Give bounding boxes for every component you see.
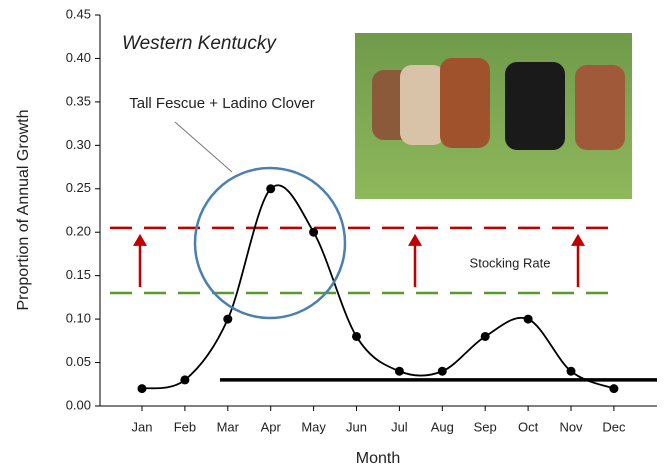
y-tick-label: 0.20 (66, 224, 91, 239)
arrow-head (571, 233, 585, 246)
x-tick-label: Aug (431, 419, 454, 434)
point (137, 384, 147, 394)
y-tick-label: 0.40 (66, 50, 91, 65)
point (266, 184, 276, 194)
y-tick-label: 0.35 (66, 93, 91, 108)
point (309, 227, 319, 237)
y-tick-label: 0.30 (66, 137, 91, 152)
y-tick-label: 0.10 (66, 311, 91, 326)
y-tick-label: 0.25 (66, 180, 91, 195)
line (141, 184, 615, 390)
x-tick-label: Jul (391, 419, 408, 434)
point (609, 384, 619, 394)
x-tick-label: May (301, 419, 326, 434)
annotation: Tall Fescue + Ladino Clover (129, 95, 315, 112)
x-axis-label: Month (356, 450, 400, 467)
x-tick-label: Feb (174, 419, 196, 434)
highlight-circle (193, 166, 347, 320)
point (394, 366, 404, 376)
point (223, 314, 233, 324)
y-tick-label: 0.00 (66, 397, 91, 412)
y-tick-label: 0.15 (66, 267, 91, 282)
x-tick-label: Apr (261, 419, 282, 434)
arrow-head (408, 233, 422, 246)
arrow-head (133, 233, 147, 246)
y-tick-label: 0.45 (66, 6, 91, 21)
x-tick-label: Jun (346, 419, 367, 434)
annotation: Stocking Rate (470, 255, 551, 270)
y-axis-label: Proportion of Annual Growth (15, 109, 32, 310)
point (352, 331, 361, 341)
x-tick-label: Jan (132, 419, 153, 434)
point (180, 375, 190, 385)
x-tick-label: Oct (518, 419, 539, 434)
leader-line (174, 121, 233, 173)
point (480, 331, 490, 341)
point (523, 314, 533, 324)
x-tick-label: Sep (474, 419, 497, 434)
x-tick-label: Nov (559, 419, 583, 434)
x-tick-label: Dec (602, 419, 626, 434)
chart-title: Western Kentucky (122, 33, 277, 54)
point (437, 366, 447, 376)
y-tick-label: 0.05 (66, 354, 91, 369)
x-tick-label: Mar (217, 419, 240, 434)
photo (355, 33, 632, 199)
point (566, 366, 576, 376)
